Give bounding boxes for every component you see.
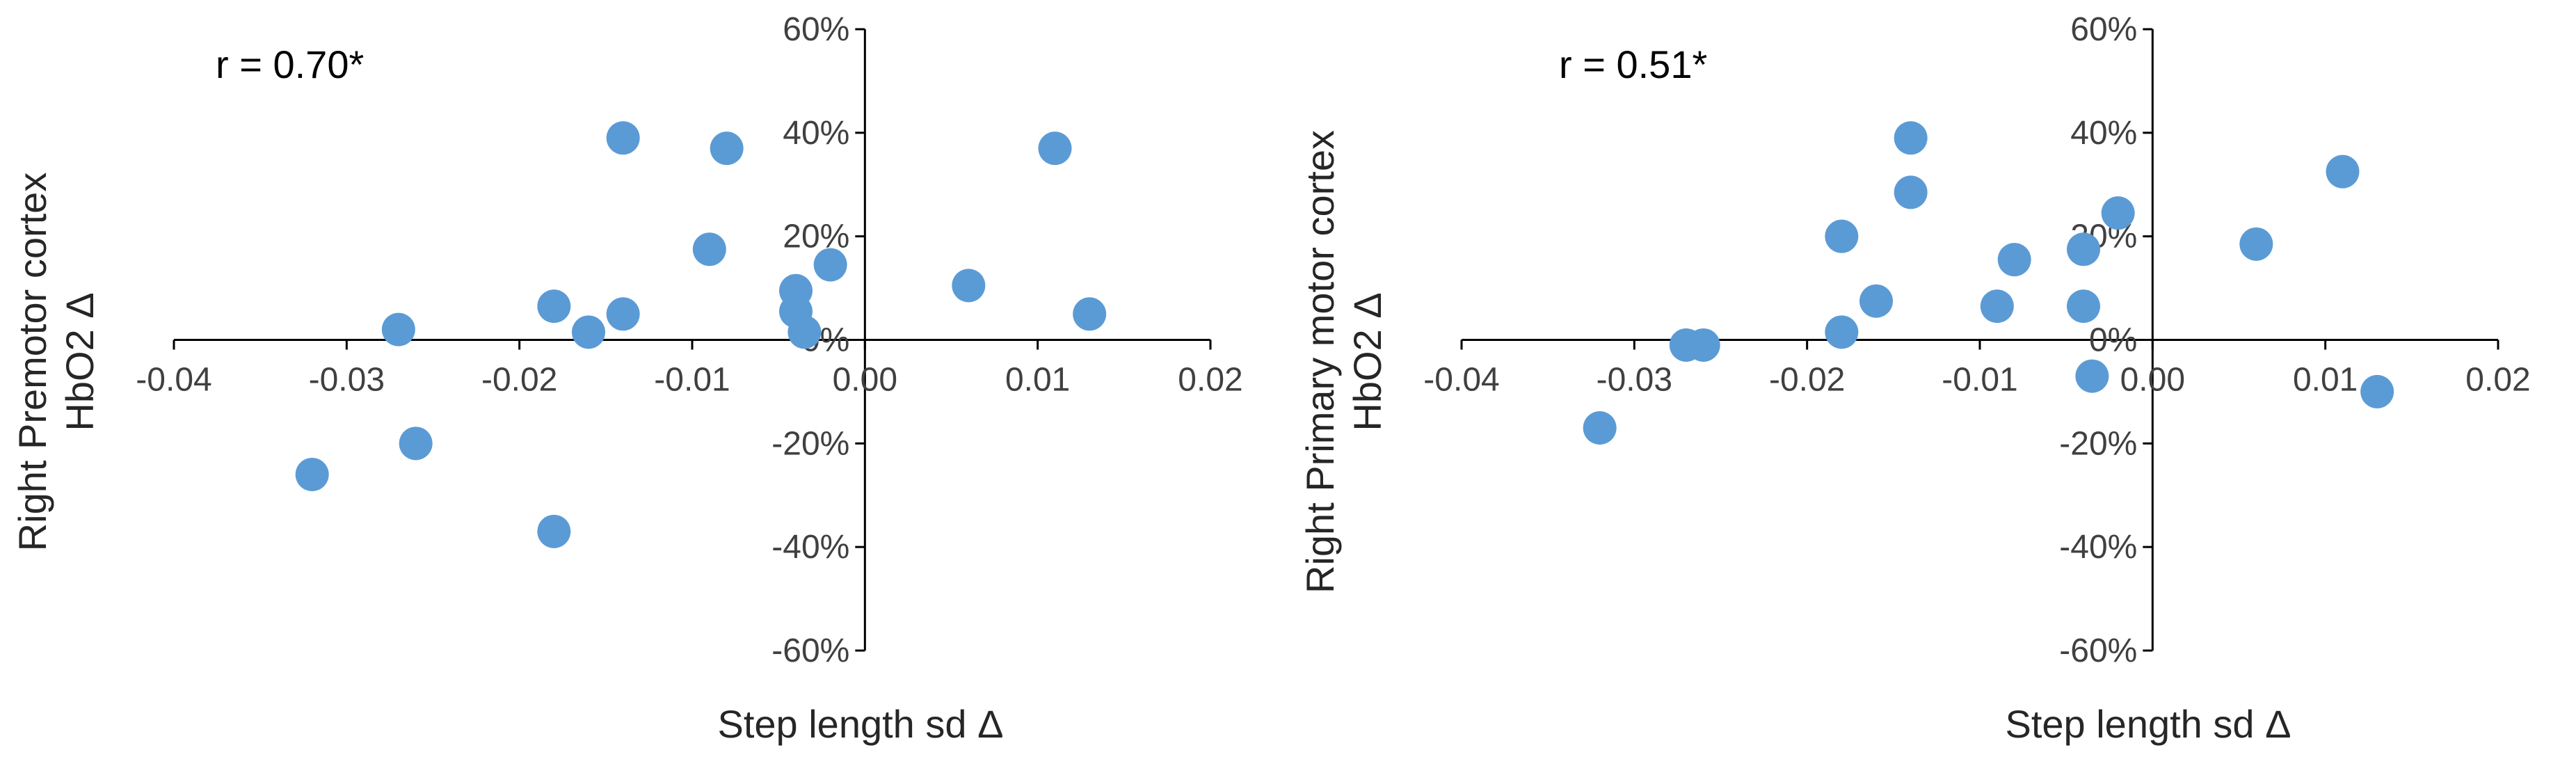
y-tick-label: 60% [783,11,849,48]
data-point [537,289,571,324]
scatter-chart-left: r = 0.70* Right Premotor cortex HbO2 Δ S… [10,11,1243,746]
x-tick-label: 0.02 [1178,362,1242,399]
data-point [399,427,433,461]
y-tick-labels-left: -60%-40%-20%0%20%40%60% [771,11,849,669]
scatter-chart-right: r = 0.51* Right Primary motor cortex HbO… [1298,11,2531,746]
data-point [1980,289,2014,324]
data-points-right [1583,121,2394,445]
y-tick-label: 40% [2070,115,2137,152]
data-point [692,232,726,266]
y-axis-label-line1: Right Primary motor cortex [1298,130,1342,593]
y-axis-label-right: Right Primary motor cortex HbO2 Δ [1298,130,1389,593]
data-point [1038,132,1072,166]
data-point [2067,232,2100,266]
y-tick-label: 0% [2089,322,2137,359]
x-tick-label: 0.01 [1005,362,1070,399]
y-axis-label-line2: HbO2 Δ [58,292,102,431]
x-tick-label: -0.02 [1769,362,1845,399]
data-point [1073,297,1107,331]
data-point [2067,289,2100,324]
annotation-right: r = 0.51* [1559,42,1707,86]
data-point [1825,315,1859,349]
x-tick-label: -0.03 [1597,362,1672,399]
data-point [813,248,847,282]
data-point [787,315,822,349]
axes-right [1460,28,2499,652]
data-points-left [295,121,1107,548]
x-axis-label: Step length sd Δ [2005,702,2291,746]
data-point [381,312,415,346]
data-point [1825,219,1859,253]
data-point [2101,196,2135,230]
data-point [1894,121,1928,155]
correlation-annotation: r = 0.51* [1559,42,1707,86]
data-point [295,457,329,491]
annotation-left: r = 0.70* [216,42,364,86]
data-point [537,514,571,548]
data-point [2075,359,2109,393]
data-point [2326,154,2360,189]
y-axis-label-left: Right Premotor cortex HbO2 Δ [10,173,102,552]
x-axis-label: Step length sd Δ [717,702,1003,746]
x-tick-label: -0.04 [1423,362,1499,399]
x-tick-label: -0.04 [136,362,211,399]
x-tick-label: -0.02 [481,362,557,399]
data-point [1894,175,1928,209]
x-tick-labels-right: -0.04 -0.03 -0.02 -0.01 0.00 0.01 0.02 [1423,362,2530,399]
data-point [2239,227,2273,261]
y-tick-label: -40% [2059,529,2137,566]
data-point [1583,411,1617,445]
data-point [572,315,605,349]
x-tick-label: -0.01 [654,362,730,399]
data-point [1997,243,2031,277]
data-point [1686,328,1720,362]
correlation-annotation: r = 0.70* [216,42,364,86]
y-tick-labels-right: -60%-40%-20%0%20%40%60% [2059,11,2137,669]
x-tick-label: 0.00 [2120,362,2185,399]
x-tick-label: 0.02 [2465,362,2530,399]
axes-left [173,28,1212,652]
y-axis-label-line2: HbO2 Δ [1345,292,1389,431]
data-point [1859,284,1893,318]
y-tick-label: -60% [771,632,849,669]
data-point [606,121,640,155]
x-tick-label: -0.03 [309,362,385,399]
y-tick-label: 40% [783,115,849,152]
x-tick-label: 0.01 [2293,362,2358,399]
data-point [952,269,986,303]
x-tick-label: 0.00 [833,362,897,399]
data-point [710,132,744,166]
y-tick-label: -20% [771,425,849,462]
data-point [2360,374,2394,408]
y-tick-label: -60% [2059,632,2137,669]
y-axis-label-line1: Right Premotor cortex [10,173,54,552]
y-tick-label: 20% [783,218,849,255]
y-tick-label: 60% [2070,11,2137,48]
x-tick-label: -0.01 [1942,362,2017,399]
data-point [606,297,640,331]
y-tick-label: -20% [2059,425,2137,462]
x-tick-labels-left: -0.04 -0.03 -0.02 -0.01 0.00 0.01 0.02 [136,362,1242,399]
y-tick-label: -40% [771,529,849,566]
